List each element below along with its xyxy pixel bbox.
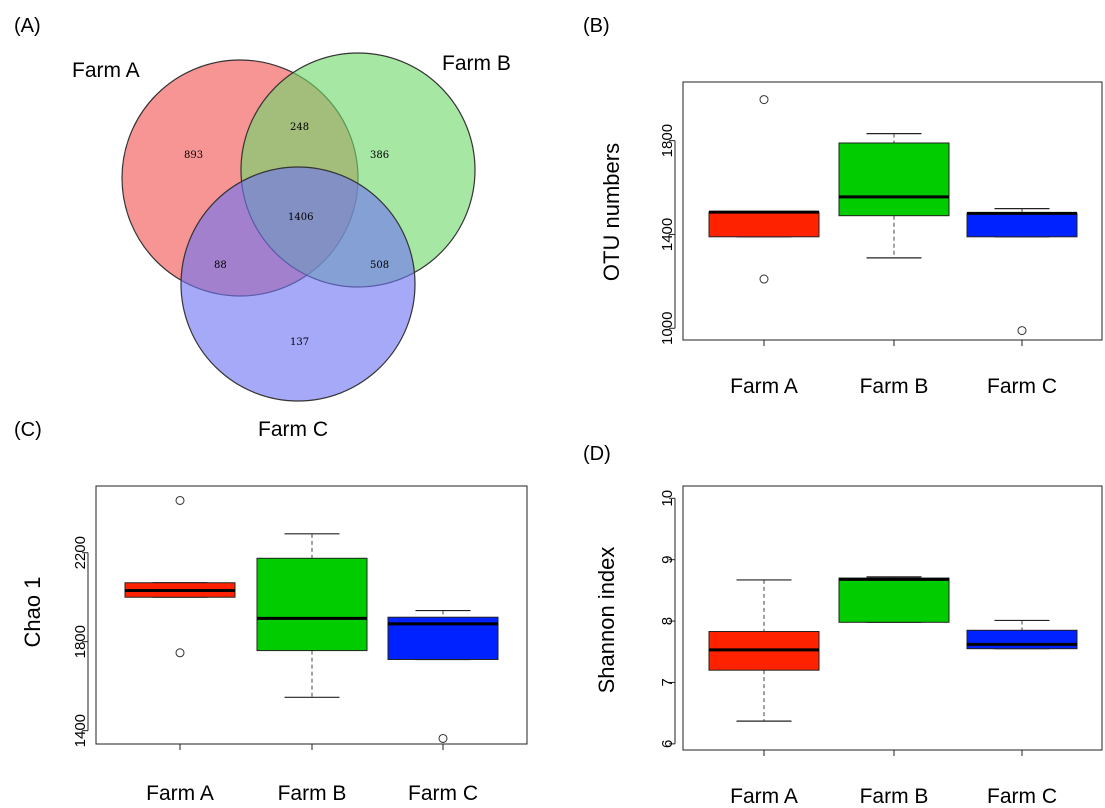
otu-plot-area: 1000 1400 1800 Farm A Farm B Farm C (659, 81, 1103, 398)
y-tick-label: 8 (659, 617, 676, 625)
outlier-point (175, 648, 185, 658)
y-tick-label: 9 (659, 556, 676, 564)
otu-boxplot-panel: (B) OTU numbers 1000 1400 1800 Farm A Farm B… (583, 15, 1103, 398)
plot-frame (682, 81, 1103, 341)
outlier-point (1017, 326, 1027, 336)
chao1-plot-area: 1400 1800 2200 Farm A Farm B Farm C (72, 485, 528, 805)
outlier-point (759, 95, 769, 105)
x-category-label: Farm C (987, 375, 1057, 398)
x-category-label: Farm C (987, 785, 1057, 808)
venn-circle-farm-c (180, 166, 416, 402)
y-tick-label: 2200 (72, 536, 89, 569)
box-farm-a (708, 211, 820, 238)
x-category-label: Farm B (860, 375, 929, 398)
y-axis-label-shannon: Shannon index (594, 547, 619, 694)
box-farm-b (838, 142, 950, 217)
y-tick-label: 10 (659, 490, 676, 507)
venn-label-farm-c: Farm C (258, 418, 328, 441)
panel-label-a: (A) (14, 15, 41, 37)
outlier-point (759, 274, 769, 284)
venn-label-farm-b: Farm B (442, 52, 511, 75)
y-axis-label-chao1: Chao 1 (20, 577, 45, 648)
venn-label-farm-a: Farm A (72, 59, 140, 82)
y-tick-label: 1000 (659, 312, 676, 345)
shannon-boxplot-panel: (D) Shannon index 6 7 8 9 10 Farm A Farm B Farm… (583, 443, 1103, 808)
panel-label-b: (B) (583, 15, 610, 37)
chao1-boxplot-panel: (C) Chao 1 1400 1800 2200 Farm A Farm B Farm … (14, 419, 528, 805)
x-category-label: Farm C (408, 782, 478, 805)
outlier-point (438, 733, 448, 743)
venn-count-bc: 508 (370, 260, 389, 271)
y-tick-label: 1800 (659, 124, 676, 157)
x-category-label: Farm A (146, 782, 214, 805)
box-farm-c (966, 212, 1078, 238)
y-tick-label: 1800 (72, 625, 89, 658)
x-category-label: Farm A (730, 785, 798, 808)
venn-count-c-only: 137 (290, 337, 309, 348)
y-tick-label: 1400 (659, 218, 676, 251)
box-farm-b (838, 577, 950, 623)
venn-count-ab: 248 (290, 122, 309, 133)
y-tick-label: 7 (659, 678, 676, 686)
plot-frame (682, 485, 1103, 751)
panel-label-c: (C) (14, 419, 42, 441)
x-category-label: Farm B (860, 785, 929, 808)
shannon-plot-area: 6 7 8 9 10 Farm A Farm B Farm C (659, 485, 1103, 808)
y-tick-label: 6 (659, 740, 676, 748)
y-axis-label-otu: OTU numbers (599, 143, 624, 281)
box-farm-b (256, 557, 368, 652)
x-category-label: Farm A (730, 375, 798, 398)
venn-count-a-only: 893 (184, 150, 203, 161)
outlier-point (175, 495, 185, 505)
venn-panel: (A) Farm A Farm B Farm C 893 248 386 140… (14, 15, 511, 441)
y-tick-label: 1400 (72, 714, 89, 747)
box-farm-c (966, 629, 1078, 650)
venn-count-b-only: 386 (370, 150, 389, 161)
venn-count-abc: 1406 (288, 212, 313, 223)
venn-count-ac: 88 (214, 260, 227, 271)
panel-label-d: (D) (583, 443, 611, 465)
x-category-label: Farm B (278, 782, 347, 805)
